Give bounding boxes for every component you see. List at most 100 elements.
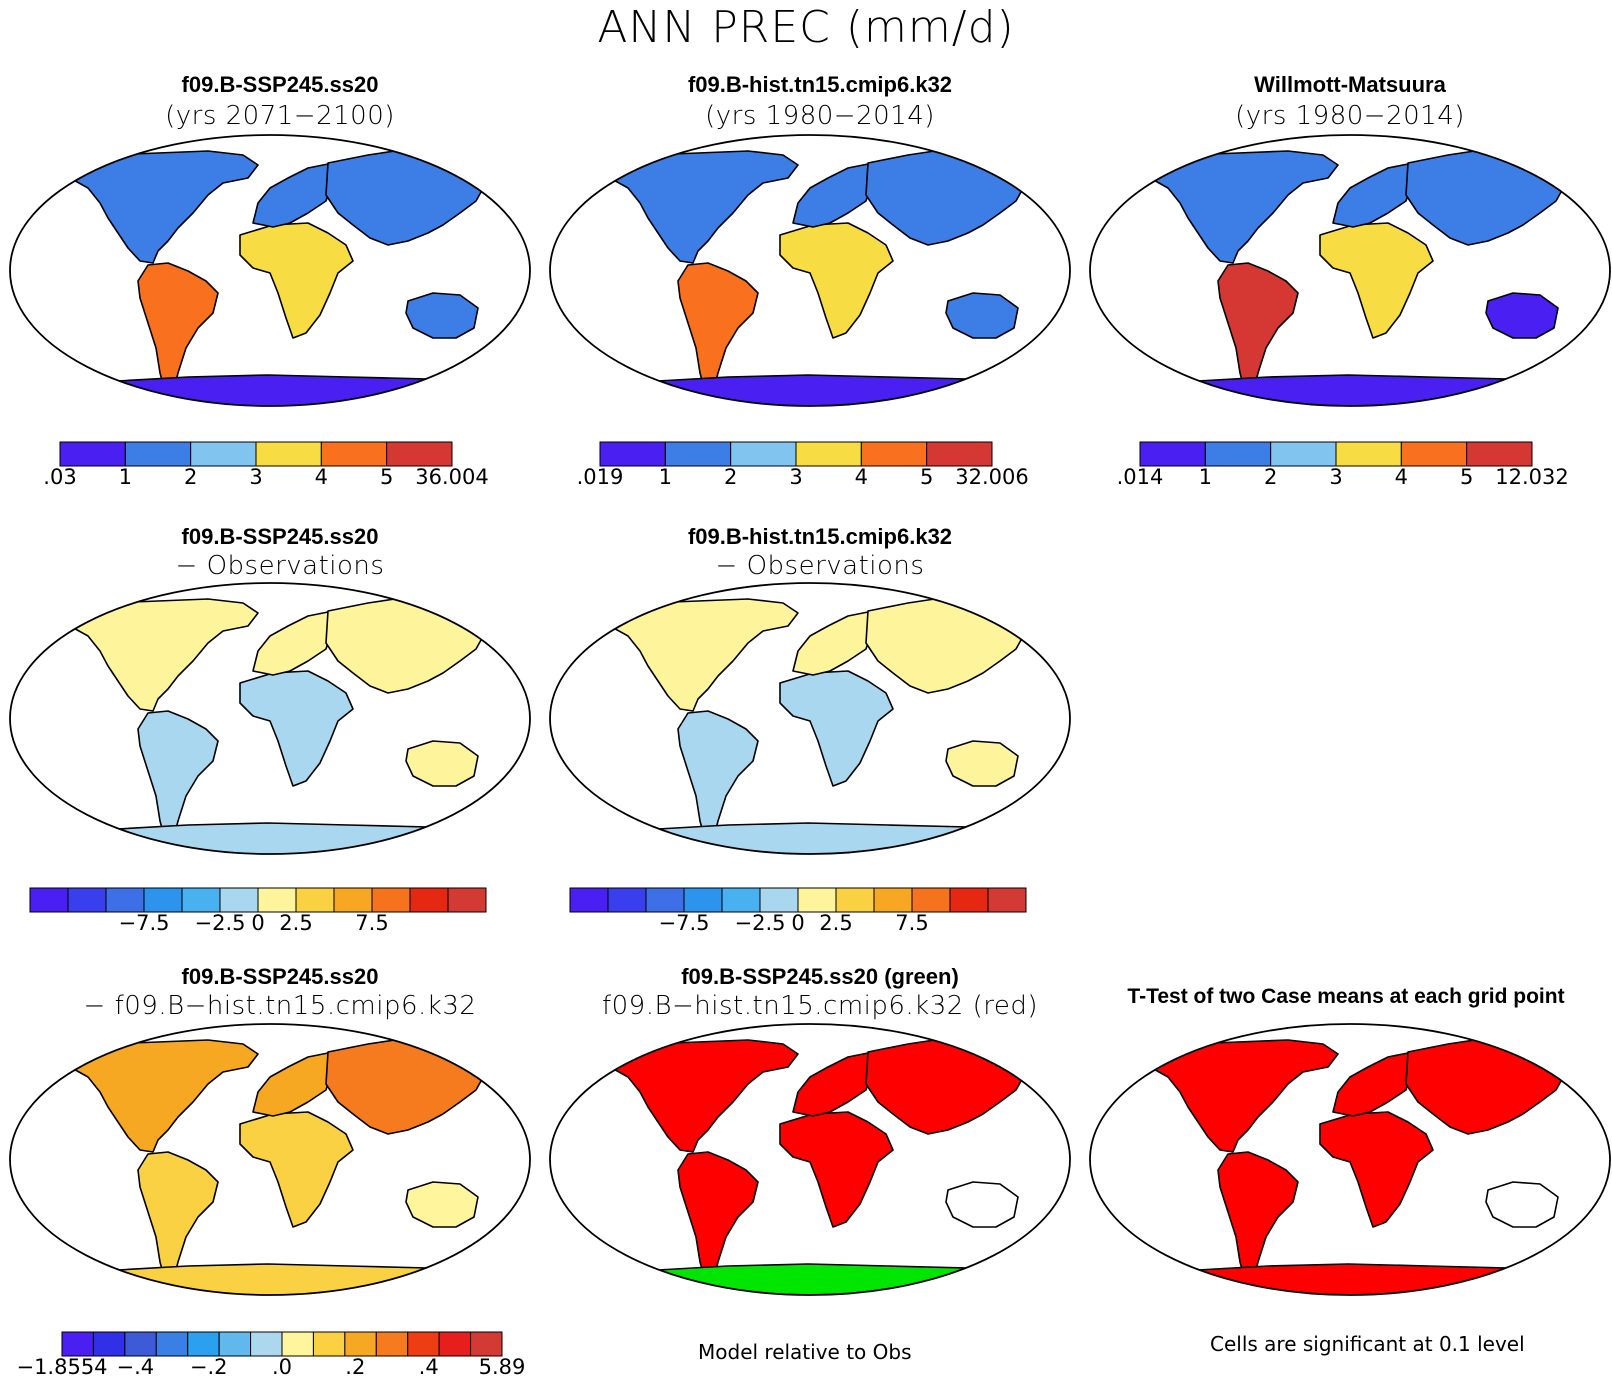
colorbar-swatch xyxy=(926,441,993,467)
colorbar-swatch xyxy=(124,441,192,467)
colorbar-tick-label: 3 xyxy=(249,465,262,489)
colorbar-tick-label: .4 xyxy=(419,1355,439,1379)
colorbar-swatch xyxy=(987,887,1027,913)
colorbar-swatch xyxy=(61,1331,94,1357)
landmass-af xyxy=(1319,1111,1434,1228)
panel-2-subtitle: (yrs 1980−2014) xyxy=(705,101,935,131)
colorbar-swatch xyxy=(386,441,453,467)
colorbar-swatch xyxy=(59,441,126,467)
colorbar-swatch xyxy=(257,887,297,913)
colorbar-swatch xyxy=(375,1331,409,1357)
colorbar-swatch xyxy=(664,441,732,467)
note-significance: Cells are significant at 0.1 level xyxy=(1210,1332,1525,1356)
colorbar-swatch xyxy=(569,887,609,913)
map-panel-4 xyxy=(9,582,531,855)
colorbar-tick-label: 3 xyxy=(789,465,802,489)
colorbar-tick-label: 4 xyxy=(1395,465,1408,489)
colorbar-swatch xyxy=(607,887,647,913)
colorbar-swatch xyxy=(949,887,989,913)
map-panel-7 xyxy=(549,1023,1071,1296)
colorbar-swatch xyxy=(730,441,797,467)
globe-outline xyxy=(549,134,1071,407)
colorbar-panel-1: .03 1 2 3 4 5 36.004 xyxy=(43,441,489,489)
map-panel-8 xyxy=(1089,1023,1611,1296)
note-model-relative: Model relative to Obs xyxy=(698,1340,912,1364)
panel-5-title: f09.B-hist.tn15.cmip6.k32 xyxy=(687,524,953,549)
colorbar-swatch xyxy=(1335,441,1402,467)
colorbar-swatch xyxy=(250,1331,283,1357)
landmass-na xyxy=(607,598,799,712)
colorbar-swatch xyxy=(407,1331,440,1357)
colorbar-tick-label: 12.032 xyxy=(1495,465,1568,489)
colorbar-swatch xyxy=(218,1331,252,1357)
colorbar-swatch xyxy=(860,441,928,467)
colorbar-tick-label: −7.5 xyxy=(119,911,170,935)
figure-title: ANN PREC (mm/d) xyxy=(597,2,1015,53)
landmass-na xyxy=(67,1039,259,1153)
colorbar-swatch xyxy=(143,887,183,913)
colorbar-swatch xyxy=(447,887,487,913)
landmass-sa xyxy=(137,262,219,396)
colorbar-swatch xyxy=(759,887,799,913)
colorbar-swatch xyxy=(911,887,951,913)
colorbar-swatch xyxy=(105,887,145,913)
landmass-na xyxy=(1147,150,1339,264)
colorbar-swatch xyxy=(92,1331,126,1357)
colorbar-panel-6: −1.8554 −.4 −.2 .0 .2 .4 5.89 xyxy=(16,1331,525,1379)
landmass-af xyxy=(239,670,354,787)
landmass-sa xyxy=(677,710,759,844)
colorbar-panel-2: .019 1 2 3 4 5 32.006 xyxy=(577,441,1029,489)
map-panel-1 xyxy=(9,134,531,407)
colorbar-tick-label: −2.5 xyxy=(195,911,246,935)
colorbar-tick-label: 2 xyxy=(184,465,197,489)
colorbar-tick-label: −1.8554 xyxy=(16,1355,107,1379)
landmass-au xyxy=(1485,292,1559,339)
panel-7-title: f09.B-SSP245.ss20 (green) xyxy=(681,964,959,989)
panel-6-title: f09.B-SSP245.ss20 xyxy=(181,964,379,989)
landmass-au xyxy=(945,740,1019,787)
landmass-au xyxy=(405,1181,479,1228)
colorbar-swatch xyxy=(29,887,69,913)
colorbar-tick-label: 2 xyxy=(724,465,737,489)
panel-8-title: T-Test of two Case means at each grid po… xyxy=(1127,985,1565,1008)
globe-outline xyxy=(9,1023,531,1296)
colorbar-tick-label: 2 xyxy=(1264,465,1277,489)
colorbar-swatch xyxy=(181,887,221,913)
colorbar-tick-label: −.4 xyxy=(117,1355,155,1379)
colorbar-panel-5: −7.5 −2.5 0 2.5 7.5 xyxy=(569,887,1027,935)
colorbar-tick-label: 1 xyxy=(119,465,132,489)
colorbar-swatch xyxy=(683,887,723,913)
colorbar-tick-label: 2.5 xyxy=(819,911,852,935)
colorbar-tick-label: 5 xyxy=(1460,465,1473,489)
colorbar-swatch xyxy=(333,887,373,913)
map-panel-6 xyxy=(9,1023,531,1296)
panel-3-title: Willmott-Matsuura xyxy=(1254,72,1446,97)
colorbar-swatch xyxy=(795,441,862,467)
landmass-sa xyxy=(1217,1151,1299,1285)
colorbar-tick-label: 0 xyxy=(791,911,804,935)
landmass-an xyxy=(117,374,464,406)
globe-outline xyxy=(549,582,1071,855)
colorbar-tick-label: .0 xyxy=(272,1355,292,1379)
landmass-af xyxy=(239,1111,354,1228)
panel-4-title: f09.B-SSP245.ss20 xyxy=(181,524,379,549)
colorbar-tick-label: .019 xyxy=(577,465,624,489)
colorbar-tick-label: 5 xyxy=(920,465,933,489)
globe-outline xyxy=(549,1023,1071,1296)
landmass-na xyxy=(67,598,259,712)
landmass-sa xyxy=(677,262,759,396)
landmass-af xyxy=(779,222,894,339)
landmass-au xyxy=(1485,1181,1559,1228)
landmass-an xyxy=(657,822,1004,854)
landmass-au xyxy=(945,292,1019,339)
panel-3-subtitle: (yrs 1980−2014) xyxy=(1235,101,1465,131)
colorbar-swatch xyxy=(721,887,761,913)
landmass-au xyxy=(405,292,479,339)
panel-2-title: f09.B-hist.tn15.cmip6.k32 xyxy=(687,72,953,97)
colorbar-tick-label: .03 xyxy=(43,465,76,489)
colorbar-swatch xyxy=(873,887,913,913)
colorbar-tick-label: 36.004 xyxy=(415,465,488,489)
colorbar-swatch xyxy=(219,887,259,913)
colorbar-swatch xyxy=(835,887,875,913)
colorbar-swatch xyxy=(438,1331,472,1357)
